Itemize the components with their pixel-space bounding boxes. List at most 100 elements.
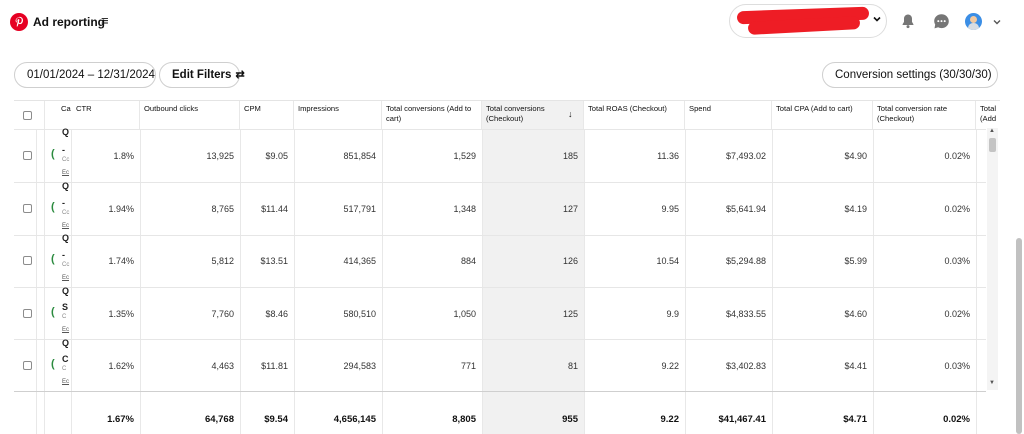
avatar[interactable] bbox=[965, 13, 982, 30]
cell-ctr: 1.94% bbox=[108, 204, 134, 214]
cell-conversion-rate-checkout: 0.03% bbox=[944, 361, 970, 371]
campaign-edit-link[interactable]: Ec bbox=[62, 170, 70, 176]
column-header-total-conversions-add-to-cart[interactable]: Total conversions (Add to cart) bbox=[382, 101, 482, 129]
conversion-settings-label: Conversion settings (30/30/30) bbox=[835, 69, 992, 81]
account-selector[interactable] bbox=[729, 4, 887, 38]
row-checkbox[interactable] bbox=[23, 361, 32, 370]
edit-filters-label: Edit Filters bbox=[172, 69, 232, 81]
filter-sliders-icon: ⇄ bbox=[235, 69, 245, 81]
cell-impressions: 851,854 bbox=[343, 151, 376, 161]
campaign-name[interactable]: Q bbox=[62, 127, 70, 137]
chevron-down-icon[interactable] bbox=[992, 17, 1002, 30]
edit-filters-button[interactable]: Edit Filters ⇄ bbox=[159, 62, 245, 88]
campaign-name-line2: C bbox=[62, 354, 69, 364]
cell-roas-checkout: 9.9 bbox=[666, 309, 679, 319]
column-header-total-conversions-checkout[interactable]: Total conversions (Checkout) bbox=[482, 101, 584, 129]
row-checkbox[interactable] bbox=[23, 151, 32, 160]
cell-conversion-rate-checkout: 0.02% bbox=[944, 309, 970, 319]
sort-descending-icon[interactable]: ↓ bbox=[568, 109, 573, 119]
avatar-head bbox=[970, 16, 977, 23]
campaign-name[interactable]: Q bbox=[62, 338, 70, 348]
total-impressions: 4,656,145 bbox=[333, 414, 376, 425]
cell-roas-checkout: 10.54 bbox=[656, 256, 679, 266]
campaign-name[interactable]: Q bbox=[62, 181, 70, 191]
column-header-name[interactable]: Ca bbox=[44, 101, 71, 129]
row-divider bbox=[14, 235, 986, 236]
report-table: Ca CTR Outbound clicks CPM Impressions T… bbox=[14, 100, 1000, 434]
row-checkbox[interactable] bbox=[23, 309, 32, 318]
total-cpm: $9.54 bbox=[264, 414, 288, 425]
column-header-label: Total ROAS (Checkout) bbox=[588, 104, 667, 113]
column-header-spend[interactable]: Spend bbox=[685, 101, 772, 129]
campaign-edit-link[interactable]: Ec bbox=[62, 327, 70, 333]
column-header-label: Total (Add bbox=[980, 104, 997, 123]
cell-conversions-checkout: 81 bbox=[567, 361, 578, 371]
cell-conversion-rate-checkout: 0.02% bbox=[944, 151, 970, 161]
total-conversions-add-to-cart: 8,805 bbox=[452, 414, 476, 425]
cell-impressions: 517,791 bbox=[343, 204, 376, 214]
scroll-down-arrow-icon[interactable]: ▼ bbox=[989, 380, 995, 386]
campaign-subtext: C bbox=[62, 314, 67, 320]
column-divider bbox=[584, 129, 585, 434]
row-divider bbox=[14, 182, 986, 183]
cell-roas-checkout: 11.36 bbox=[657, 151, 679, 161]
cell-cpa-add-to-cart: $5.99 bbox=[844, 256, 867, 266]
campaign-name[interactable]: Q bbox=[62, 286, 70, 296]
chat-icon[interactable] bbox=[933, 13, 950, 30]
row-checkbox[interactable] bbox=[23, 256, 32, 265]
column-divider bbox=[772, 129, 773, 434]
total-cpa-add-to-cart: $4.71 bbox=[843, 414, 867, 425]
campaign-edit-link[interactable]: Ec bbox=[62, 275, 70, 281]
row-checkbox[interactable] bbox=[23, 204, 32, 213]
column-header-ctr[interactable]: CTR bbox=[71, 101, 140, 129]
cell-cpm: $8.46 bbox=[265, 309, 288, 319]
column-border bbox=[36, 101, 45, 129]
cell-conversions-add-to-cart: 884 bbox=[460, 256, 476, 266]
cell-conversions-checkout: 125 bbox=[562, 309, 578, 319]
column-header-total-add-partial[interactable]: Total (Add bbox=[976, 101, 1000, 129]
conversion-settings-button[interactable]: Conversion settings (30/30/30) bbox=[822, 62, 998, 88]
column-divider bbox=[482, 129, 483, 434]
cell-outbound-clicks: 7,760 bbox=[211, 309, 234, 319]
scrollbar-thumb[interactable] bbox=[989, 138, 996, 152]
campaign-name[interactable]: Q bbox=[62, 233, 70, 243]
column-divider bbox=[685, 129, 686, 434]
table-scrollbar[interactable]: ▲ ▼ bbox=[987, 128, 998, 390]
date-range-button[interactable]: 01/01/2024 – 12/31/2024 bbox=[14, 62, 156, 88]
scroll-up-arrow-icon[interactable]: ▲ bbox=[989, 128, 995, 134]
column-header-impressions[interactable]: Impressions bbox=[294, 101, 382, 129]
column-divider bbox=[976, 129, 977, 434]
campaign-edit-link[interactable]: Ec bbox=[62, 379, 70, 385]
row-divider bbox=[14, 339, 986, 340]
cell-conversion-rate-checkout: 0.02% bbox=[944, 204, 970, 214]
cell-cpa-add-to-cart: $4.19 bbox=[844, 204, 867, 214]
column-header-cpm[interactable]: CPM bbox=[240, 101, 294, 129]
total-ctr: 1.67% bbox=[107, 414, 134, 425]
column-header-label: Total conversions (Checkout) bbox=[486, 104, 545, 123]
cell-cpa-add-to-cart: $4.90 bbox=[844, 151, 867, 161]
campaign-name-line2: - bbox=[62, 145, 65, 155]
select-all-checkbox[interactable] bbox=[23, 111, 32, 120]
cell-spend: $5,641.94 bbox=[725, 204, 766, 214]
pinterest-logo-icon[interactable] bbox=[10, 13, 28, 31]
column-header-total-conversion-rate-checkout[interactable]: Total conversion rate (Checkout) bbox=[873, 101, 976, 129]
cell-spend: $3,402.83 bbox=[725, 361, 766, 371]
total-outbound-clicks: 64,768 bbox=[204, 414, 234, 425]
column-header-total-roas-checkout[interactable]: Total ROAS (Checkout) bbox=[584, 101, 685, 129]
column-header-total-cpa-add-to-cart[interactable]: Total CPA (Add to cart) bbox=[772, 101, 873, 129]
hamburger-menu-icon[interactable]: ≡ bbox=[101, 13, 109, 28]
cell-conversion-rate-checkout: 0.03% bbox=[944, 256, 970, 266]
campaign-name-line2: - bbox=[62, 198, 65, 208]
page-scrollbar-thumb[interactable] bbox=[1016, 238, 1022, 434]
cell-spend: $5,294.88 bbox=[725, 256, 766, 266]
campaign-edit-link[interactable]: Ec bbox=[62, 223, 70, 229]
column-header-outbound-clicks[interactable]: Outbound clicks bbox=[140, 101, 240, 129]
cell-cpm: $11.44 bbox=[261, 204, 288, 214]
bell-icon[interactable] bbox=[900, 13, 916, 29]
cell-ctr: 1.35% bbox=[108, 309, 134, 319]
page-title: Ad reporting bbox=[33, 15, 105, 29]
cell-cpa-add-to-cart: $4.60 bbox=[844, 309, 867, 319]
cell-outbound-clicks: 13,925 bbox=[206, 151, 234, 161]
cell-spend: $7,493.02 bbox=[725, 151, 766, 161]
cell-cpm: $9.05 bbox=[265, 151, 288, 161]
